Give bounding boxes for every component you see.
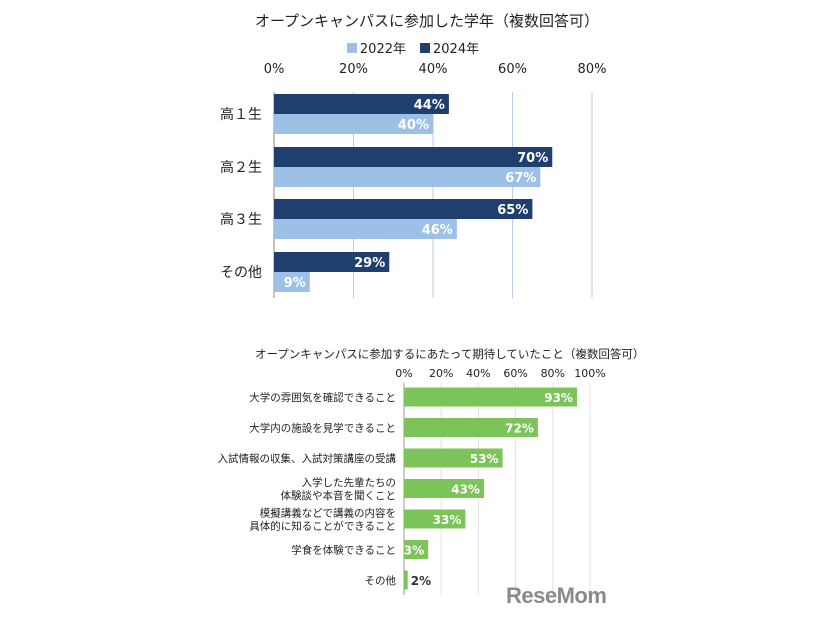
chart1-tick-label: 80% <box>578 62 607 77</box>
chart1-tick-label: 40% <box>419 62 448 77</box>
chart1-bar <box>274 94 449 114</box>
chart2-category-label: 模擬講義などで講義の内容を <box>260 507 396 520</box>
legend-swatch-2024 <box>420 42 430 53</box>
chart2-category-label: 学食を体験できること <box>291 544 396 557</box>
chart2-data-label: 2% <box>411 574 431 588</box>
chart1-data-label: 46% <box>422 223 453 238</box>
chart2-data-label: 43% <box>451 483 480 497</box>
chart1-category-label: 高１生 <box>220 106 262 123</box>
chart1-data-label: 65% <box>497 203 528 218</box>
chart2-title: オープンキャンパスに参加するにあたって期待していたこと（複数回答可） <box>255 347 645 361</box>
chart1-bar <box>274 219 457 239</box>
chart2-category-label: 大学の雰囲気を確認できること <box>249 391 396 404</box>
chart1-category-label: 高３生 <box>220 211 262 228</box>
legend-label-2022: 2022年 <box>359 42 406 57</box>
legend-label-2024: 2024年 <box>433 42 480 57</box>
chart1-data-label: 70% <box>517 151 548 166</box>
chart2-bar <box>404 387 577 407</box>
chart2-bar <box>404 479 484 498</box>
chart1-legend: 2022年 2024年 <box>0 38 826 57</box>
chart2-data-label: 72% <box>505 422 534 436</box>
chart1-category-label: 高２生 <box>220 159 262 176</box>
chart1-bar <box>274 167 541 187</box>
chart2-bar <box>404 540 429 559</box>
chart2-tick-label: 20% <box>429 367 453 380</box>
chart2-tick-label: 0% <box>395 367 412 380</box>
chart1-category-label: その他 <box>220 265 262 281</box>
chart2-data-label: 33% <box>433 513 462 527</box>
chart2-bar <box>404 570 408 590</box>
chart2-category-label: 体験談や本音を聞くこと <box>281 489 397 502</box>
chart2-tick-label: 60% <box>503 367 527 380</box>
chart2-category-label: 大学内の施設を見学できること <box>249 422 396 435</box>
chart2-category-label: 具体的に知ることができること <box>249 520 396 533</box>
chart2-tick-label: 100% <box>574 367 605 380</box>
chart2-bar <box>404 448 503 468</box>
chart1-bar <box>274 114 433 134</box>
chart2-category-label: その他 <box>365 574 397 587</box>
chart1-title: オープンキャンパスに参加した学年（複数回答可） <box>254 12 600 30</box>
chart2-data-label: 53% <box>470 452 499 466</box>
chart2-tick-label: 80% <box>541 367 565 380</box>
chart1-bar <box>274 252 390 272</box>
legend-swatch-2022 <box>346 42 357 53</box>
chart1-data-label: 29% <box>354 256 385 271</box>
chart2-data-label: 93% <box>544 391 573 405</box>
chart1-data-label: 40% <box>398 118 429 133</box>
chart1-tick-label: 20% <box>339 62 368 77</box>
chart1-bar <box>274 199 533 219</box>
chart1-tick-label: 60% <box>498 62 527 77</box>
legend-item-2024: 2024年 <box>420 38 479 57</box>
chart2-data-label: 13% <box>395 544 424 558</box>
chart1-data-label: 67% <box>505 171 536 186</box>
chart2-bar <box>404 509 466 529</box>
chart2-bar <box>404 418 538 437</box>
chart1-data-label: 9% <box>284 276 306 291</box>
chart1-data-label: 44% <box>414 98 445 113</box>
legend-item-2022: 2022年 <box>346 38 406 57</box>
chart2-category-label: 入試情報の収集、入試対策講座の受講 <box>218 452 397 465</box>
chart1-bar <box>274 272 310 292</box>
chart1-bar <box>274 147 553 167</box>
resemom-logo: ReseMom <box>506 583 607 608</box>
chart2-tick-label: 40% <box>466 367 490 380</box>
chart2-category-label: 入学した先輩たちの <box>302 476 397 489</box>
chart1-tick-label: 0% <box>264 62 285 77</box>
